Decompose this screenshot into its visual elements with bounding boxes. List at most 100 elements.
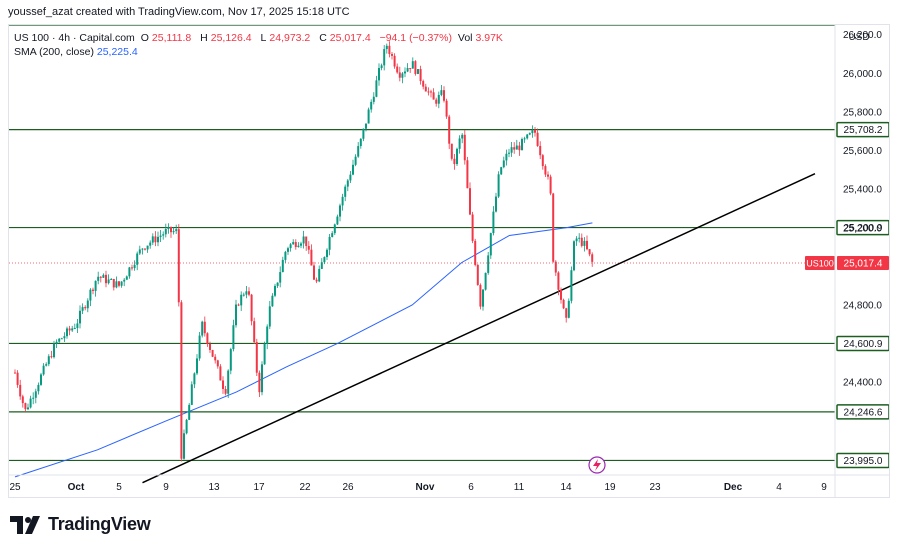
candle-body xyxy=(115,281,118,288)
candle-body xyxy=(573,241,575,271)
candle-body xyxy=(391,54,393,56)
candle-body xyxy=(443,90,445,101)
candle-body xyxy=(437,94,440,104)
candle-body xyxy=(515,145,518,150)
chart-attribution: youssef_azat created with TradingView.co… xyxy=(8,6,350,18)
candle-body xyxy=(383,49,386,66)
candle-body xyxy=(128,267,131,277)
x-tick-label: 25 xyxy=(9,482,21,493)
candle-body xyxy=(261,364,263,393)
candle-body xyxy=(453,158,456,165)
candle-body xyxy=(591,254,594,262)
candles xyxy=(14,41,594,462)
candle-body xyxy=(138,249,141,254)
y-tick-label: 25,200.0 xyxy=(843,223,882,234)
candle-body xyxy=(323,257,326,263)
candle-body xyxy=(55,341,58,344)
candle-body xyxy=(94,280,97,291)
y-tick-label: 26,000.0 xyxy=(843,69,882,80)
candle-body xyxy=(307,246,310,250)
candle-body xyxy=(235,304,237,326)
candle-body xyxy=(188,404,191,420)
currency-label: USD xyxy=(848,32,869,43)
candle-body xyxy=(42,365,45,375)
candle-body xyxy=(547,174,549,177)
candle-body xyxy=(518,145,521,151)
candle-body xyxy=(248,291,250,295)
level-badge-label: 25,200.9 xyxy=(844,223,883,234)
candle-body xyxy=(154,236,157,243)
candle-body xyxy=(172,231,175,233)
y-tick-label: 25,800.0 xyxy=(843,107,882,118)
candle-body xyxy=(463,134,466,161)
candle-body xyxy=(450,143,453,159)
candle-body xyxy=(203,321,206,334)
candle-body xyxy=(133,264,136,269)
candle-body xyxy=(440,90,443,95)
candle-body xyxy=(375,80,378,97)
x-tick-label: Nov xyxy=(416,482,435,493)
candle-body xyxy=(419,69,422,82)
candle-body xyxy=(118,281,120,286)
candle-body xyxy=(206,333,209,345)
candle-body xyxy=(406,68,409,72)
y-tick-label: 25,400.0 xyxy=(843,185,882,196)
candle-body xyxy=(79,310,81,324)
candle-body xyxy=(45,364,48,366)
level-badge-label: 23,995.0 xyxy=(844,456,883,467)
candle-body xyxy=(474,240,477,265)
candle-body xyxy=(66,328,68,337)
candle-body xyxy=(302,236,305,244)
candle-body xyxy=(575,238,578,242)
candle-body xyxy=(73,327,76,329)
candle-body xyxy=(294,242,297,248)
chart-frame[interactable]: 25,708.2 25,200.9 24,600.9 24,246.6 23,995.0… xyxy=(8,24,890,498)
candle-body xyxy=(435,99,438,104)
candle-body xyxy=(214,356,217,361)
candle-body xyxy=(232,325,235,350)
candle-body xyxy=(401,73,404,78)
candle-body xyxy=(333,224,336,234)
candle-body xyxy=(237,304,240,306)
candle-body xyxy=(196,358,198,374)
y-tick-label: 25,600.0 xyxy=(843,146,882,157)
level-badge xyxy=(836,219,889,236)
candle-body xyxy=(279,272,282,283)
x-tick-label: Dec xyxy=(724,482,743,493)
x-tick-label: 13 xyxy=(208,482,220,493)
x-tick-label: 11 xyxy=(514,482,525,493)
level-badge-label: 24,600.9 xyxy=(844,339,883,350)
candle-body xyxy=(336,216,339,225)
candle-body xyxy=(268,306,271,327)
candle-body xyxy=(461,134,464,139)
candle-body xyxy=(528,133,531,135)
candle-body xyxy=(489,233,492,256)
candle-body xyxy=(274,285,276,296)
candle-body xyxy=(492,211,495,234)
candle-body xyxy=(388,45,391,55)
candle-body xyxy=(396,66,399,73)
candle-body xyxy=(58,338,61,342)
x-tick-label: 17 xyxy=(253,482,265,493)
x-tick-label: Oct xyxy=(68,482,85,493)
y-tick-label: 24,400.0 xyxy=(843,378,882,389)
candle-body xyxy=(331,233,334,238)
tradingview-logo[interactable]: TradingView xyxy=(10,514,151,535)
candle-body xyxy=(60,338,63,340)
candle-body xyxy=(341,196,344,206)
candle-body xyxy=(359,138,362,147)
candle-body xyxy=(289,244,292,249)
candle-body xyxy=(326,249,328,258)
candle-body xyxy=(349,174,352,181)
candle-body xyxy=(448,116,451,144)
candle-body xyxy=(131,267,133,269)
candle-body xyxy=(427,91,430,93)
candle-body xyxy=(417,69,419,74)
candle-body xyxy=(219,366,222,381)
candle-body xyxy=(570,270,573,301)
candle-body xyxy=(21,396,24,404)
price-chart[interactable]: 25,708.2 25,200.9 24,600.9 24,246.6 23,995.0… xyxy=(9,25,889,497)
candle-body xyxy=(500,167,503,175)
candle-body xyxy=(409,68,412,70)
candle-body xyxy=(458,138,461,149)
